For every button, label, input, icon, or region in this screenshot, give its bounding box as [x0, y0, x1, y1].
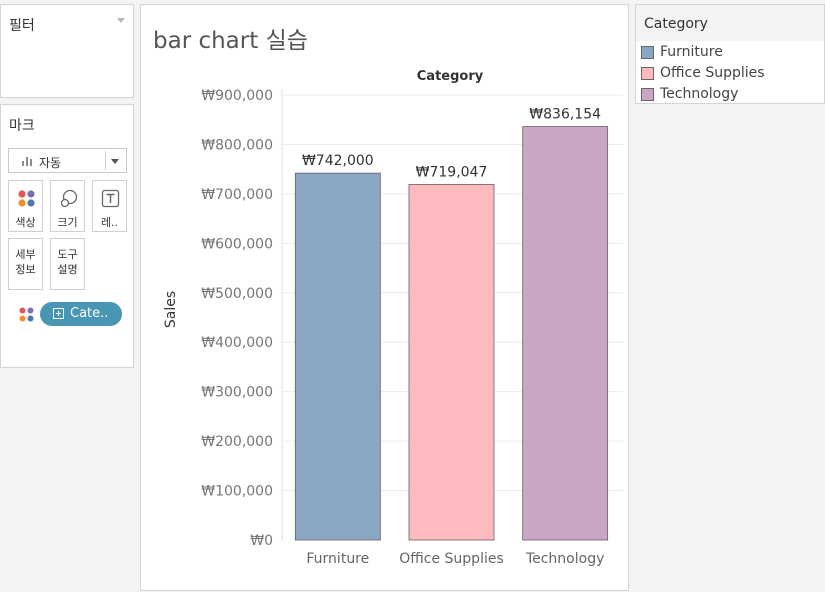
- worksheet-title: bar chart 실습: [153, 28, 308, 54]
- x-tick-label: Office Supplies: [399, 551, 504, 567]
- legend-item-technology[interactable]: Technology: [641, 84, 821, 104]
- label-label: 레..: [100, 216, 119, 229]
- marks-title: 마크: [9, 118, 35, 134]
- legend-item-label: Furniture: [660, 44, 723, 60]
- mark-type-label: 자동: [39, 156, 62, 170]
- bar-value-label: ₩742,000: [302, 153, 374, 169]
- legend-swatch: [641, 67, 654, 80]
- legend-item-label: Technology: [660, 86, 739, 102]
- filters-card[interactable]: 필터: [0, 4, 134, 98]
- text-label-icon: [101, 189, 120, 208]
- y-tick-label: ₩500,000: [201, 286, 273, 302]
- expand-plus-icon[interactable]: [53, 308, 64, 319]
- legend-item-furniture[interactable]: Furniture: [641, 42, 821, 62]
- y-axis-title: Sales: [163, 291, 179, 328]
- x-tick-label: Furniture: [306, 551, 369, 567]
- bar-value-label: ₩836,154: [529, 107, 601, 123]
- bar-chart-icon: [22, 157, 32, 166]
- bar-value-label: ₩719,047: [416, 164, 488, 180]
- y-tick-label: ₩700,000: [201, 187, 273, 203]
- label-button[interactable]: 레..: [92, 180, 127, 232]
- marks-card: 마크 자동 색상 크기 레.. 세부 정보 도구 설명: [0, 104, 134, 368]
- mark-type-dropdown[interactable]: 자동: [8, 148, 127, 173]
- color-label: 색상: [15, 216, 36, 229]
- x-tick-label: Technology: [525, 551, 604, 567]
- bar-office-supplies: [408, 184, 495, 541]
- tooltip-label: 도구 설명: [57, 248, 78, 276]
- category-field-pill[interactable]: Cate..: [40, 302, 122, 326]
- tooltip-button[interactable]: 도구 설명: [50, 238, 85, 290]
- y-tick-label: ₩0: [250, 533, 273, 549]
- y-tick-label: ₩200,000: [201, 434, 273, 450]
- worksheet-view: bar chart 실습 Category ₩0 ₩100,000 ₩200,000 ₩…: [140, 4, 629, 591]
- bar-chart: Category ₩0 ₩100,000 ₩200,000 ₩300,000 ₩400,0…: [163, 69, 623, 567]
- y-tick-label: ₩800,000: [201, 137, 273, 153]
- y-tick-label: ₩900,000: [201, 88, 273, 104]
- size-button[interactable]: 크기: [50, 180, 85, 232]
- legend-item-office-supplies[interactable]: Office Supplies: [641, 63, 821, 83]
- color-button[interactable]: 색상: [8, 180, 43, 232]
- legend-header[interactable]: Category: [636, 5, 824, 41]
- bar-technology: [522, 126, 609, 541]
- filters-menu-arrow-icon[interactable]: [117, 18, 125, 23]
- detail-label: 세부 정보: [15, 248, 36, 276]
- size-label: 크기: [57, 216, 78, 229]
- legend-title: Category: [644, 16, 708, 32]
- y-tick-label: ₩300,000: [201, 385, 273, 401]
- detail-button[interactable]: 세부 정보: [8, 238, 43, 290]
- y-tick-label: ₩100,000: [201, 484, 273, 500]
- filters-title: 필터: [9, 18, 35, 34]
- pill-label: Cate..: [70, 306, 109, 321]
- y-tick-label: ₩600,000: [201, 236, 273, 252]
- y-tick-label: ₩400,000: [201, 335, 273, 351]
- legend-swatch: [641, 46, 654, 59]
- color-field-icon: [19, 307, 34, 322]
- legend-item-label: Office Supplies: [660, 65, 765, 81]
- bar-furniture: [294, 172, 381, 541]
- color-legend: Category Furniture Office Supplies Techn…: [635, 4, 825, 104]
- size-icon: [60, 189, 78, 208]
- legend-swatch: [641, 88, 654, 101]
- chevron-down-icon: [111, 159, 119, 164]
- color-dots-icon: [18, 190, 35, 207]
- column-header: Category: [417, 69, 484, 84]
